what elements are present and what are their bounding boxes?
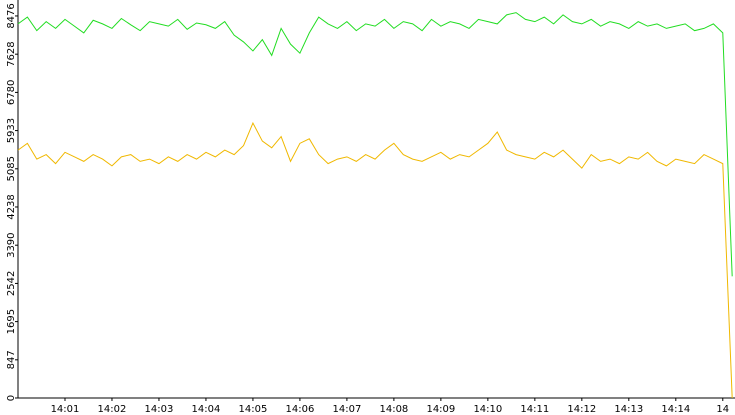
x-tick-label: 14:01 [51, 404, 80, 415]
x-tick-label: 14:07 [332, 404, 361, 415]
y-tick-label: 7628 [6, 41, 17, 66]
x-tick-label: 14:06 [285, 404, 314, 415]
y-tick-label: 0 [6, 395, 17, 401]
x-tick-label: 14:11 [520, 404, 549, 415]
x-tick-label: 14:05 [239, 404, 268, 415]
series-line [17, 121, 733, 399]
y-tick-label: 5933 [6, 118, 17, 143]
y-tick-label: 847 [6, 350, 17, 369]
x-tick-label: 14:12 [567, 404, 596, 415]
y-tick-label: 4238 [6, 194, 17, 219]
x-tick-label: 14:03 [145, 404, 174, 415]
series-line [17, 12, 733, 277]
x-tick-label: 14 [716, 404, 729, 415]
y-tick-label: 8476 [6, 3, 17, 28]
y-tick-label: 3390 [6, 232, 17, 257]
y-tick-label: 5085 [6, 156, 17, 181]
y-tick-label: 2542 [6, 271, 17, 296]
x-tick-label: 14:08 [379, 404, 408, 415]
x-tick-label: 14:09 [426, 404, 455, 415]
x-tick-label: 14:10 [473, 404, 502, 415]
y-tick-label: 1695 [6, 309, 17, 334]
x-tick-label: 14:14 [661, 404, 690, 415]
y-tick-label: 6780 [6, 80, 17, 105]
x-tick-label: 14:04 [192, 404, 221, 415]
x-tick-label: 14:02 [98, 404, 127, 415]
x-tick-label: 14:13 [614, 404, 643, 415]
